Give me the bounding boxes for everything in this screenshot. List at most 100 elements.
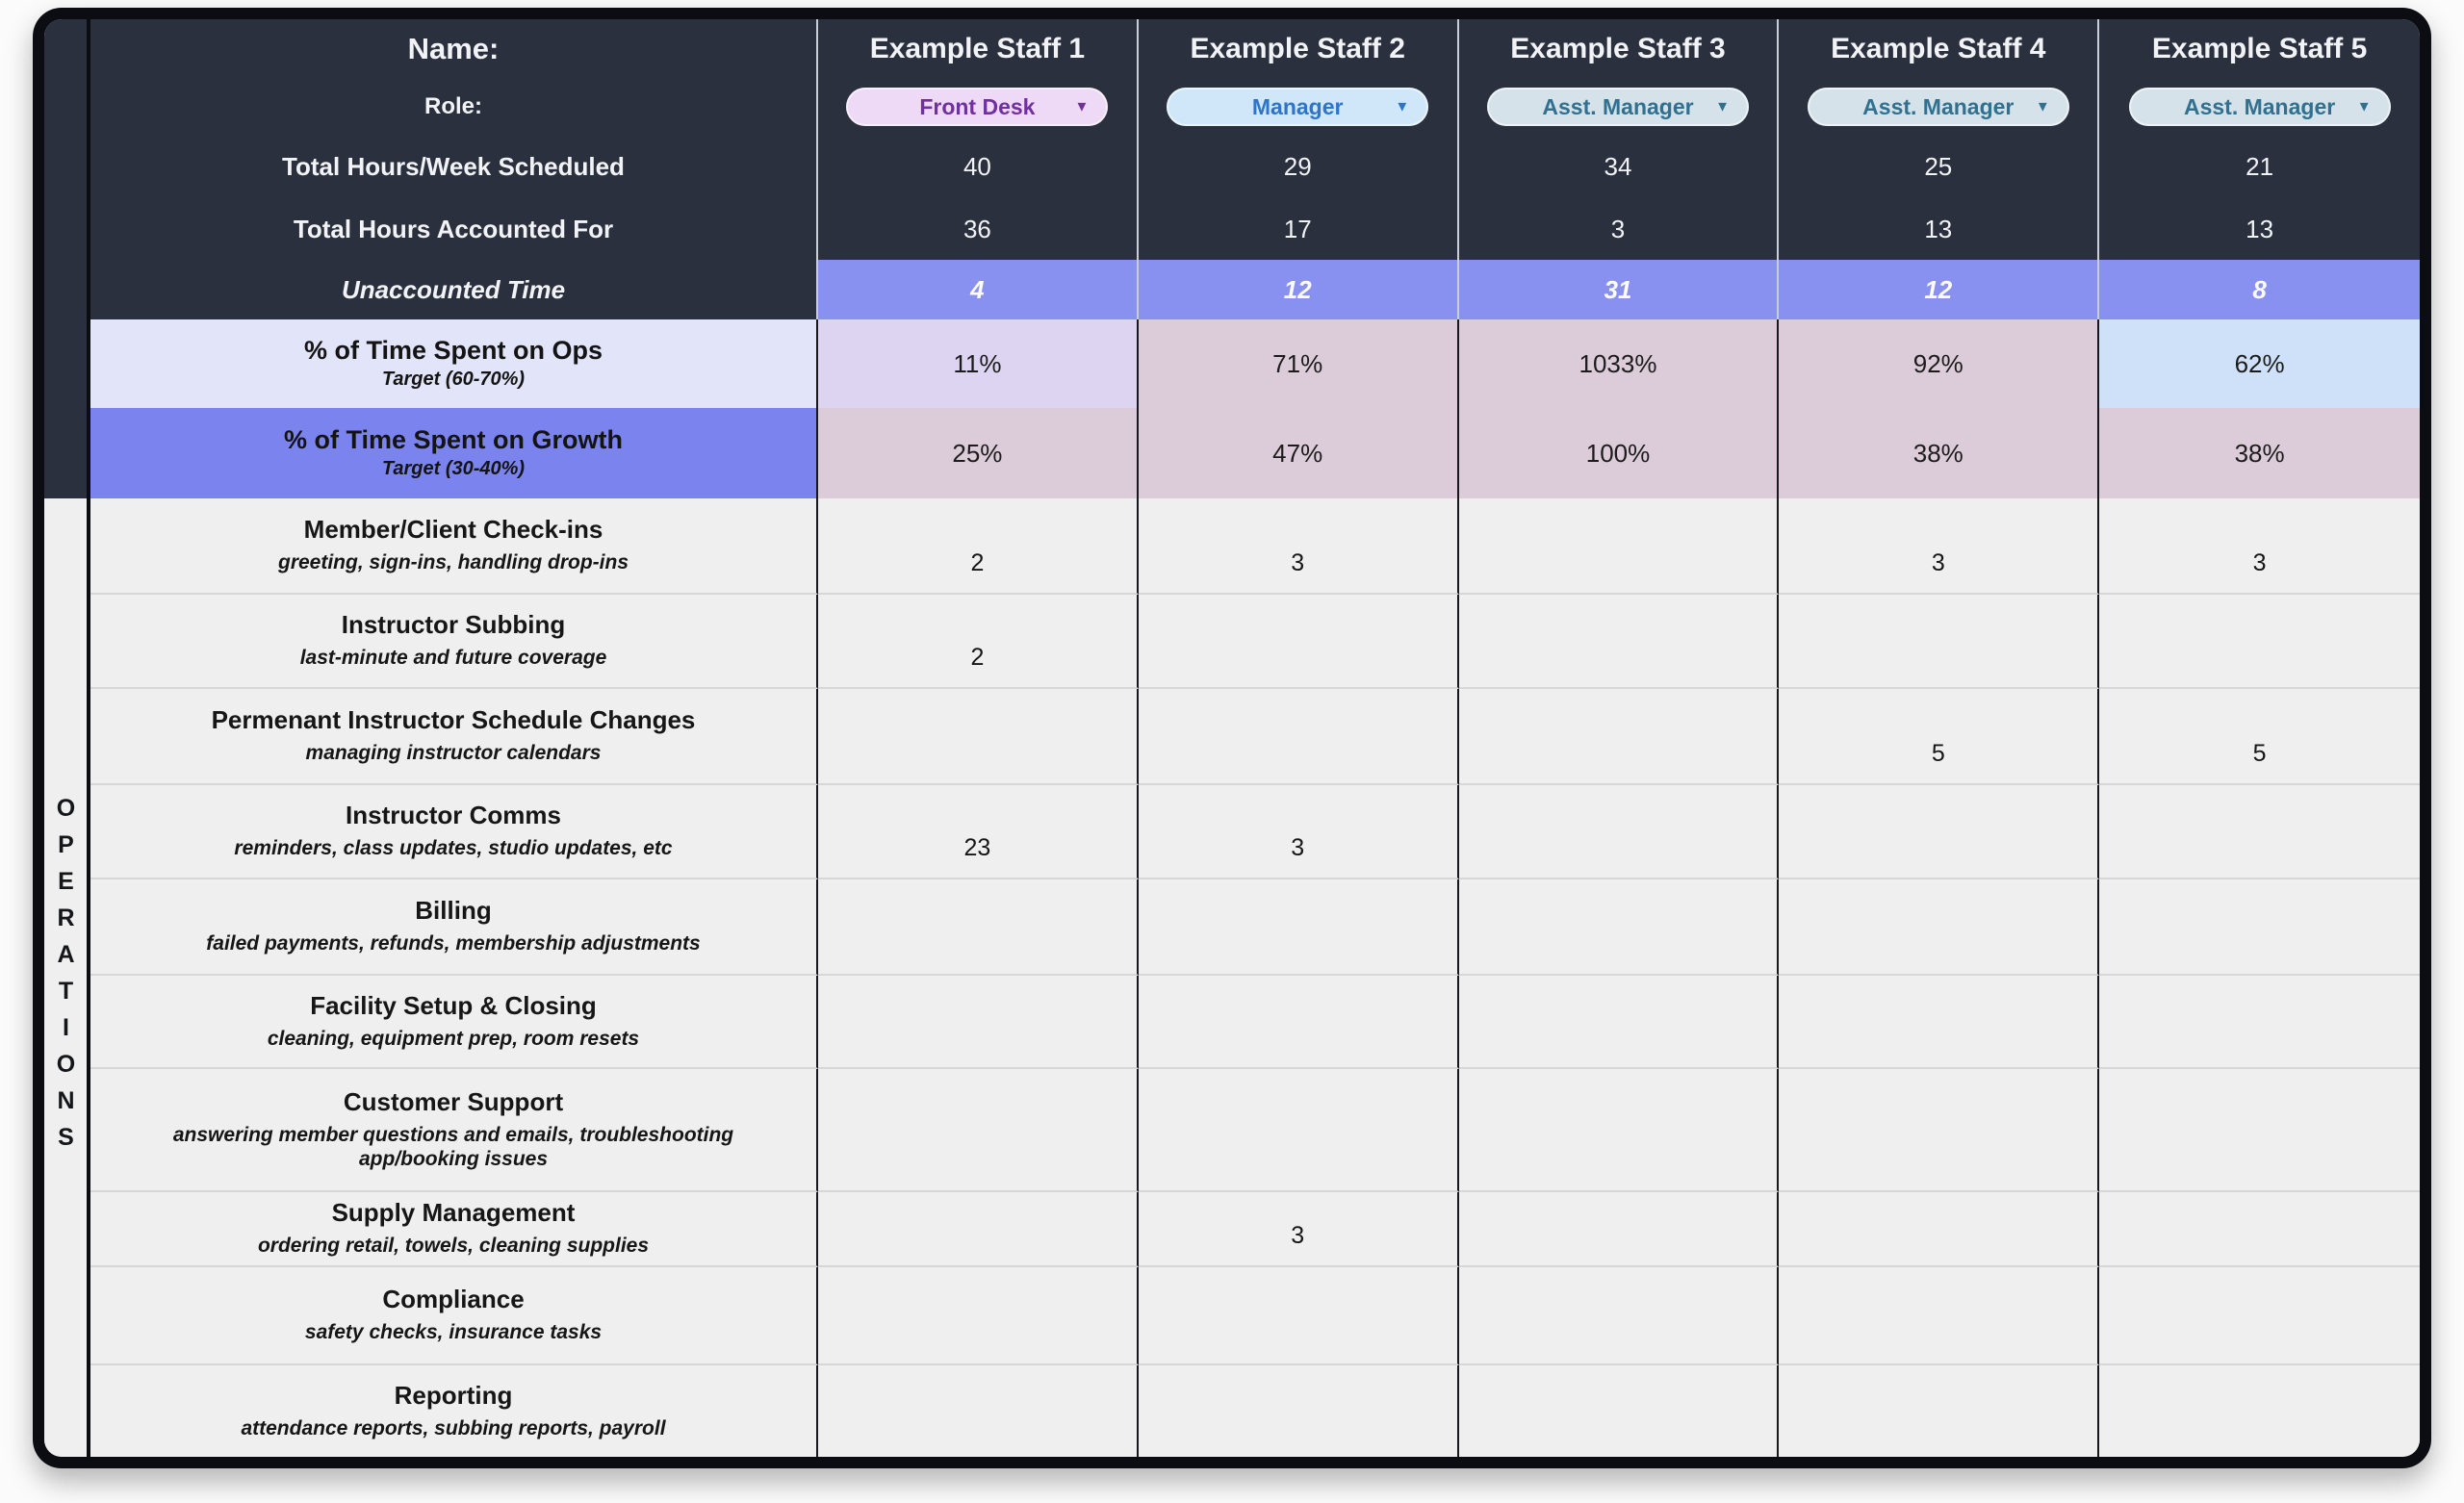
- growth-percent-cell[interactable]: 25%: [818, 408, 1139, 498]
- task-value-cell[interactable]: [818, 976, 1139, 1069]
- growth-percent-cell[interactable]: 38%: [2099, 408, 2420, 498]
- task-subtitle: managing instructor calendars: [305, 742, 602, 765]
- role-pill-label: Asst. Manager: [1862, 93, 2015, 119]
- task-row-label: Customer Support answering member questi…: [90, 1069, 818, 1192]
- staff-name-header[interactable]: Example Staff 1: [818, 19, 1139, 79]
- unaccounted-time-cell[interactable]: 8: [2099, 260, 2420, 319]
- task-value-cell[interactable]: [2099, 785, 2420, 879]
- role-pill-label: Asst. Manager: [2183, 93, 2336, 119]
- task-value-cell[interactable]: [818, 1192, 1139, 1267]
- role-dropdown-front-desk[interactable]: Front Desk ▼: [846, 88, 1109, 126]
- task-value-cell[interactable]: [1458, 595, 1780, 689]
- task-value-cell[interactable]: [1458, 879, 1780, 976]
- ops-percent-title: % of Time Spent on Ops: [303, 335, 603, 365]
- task-value-cell[interactable]: [1138, 595, 1459, 689]
- growth-percent-row-label: % of Time Spent on Growth Target (30-40%…: [90, 408, 818, 498]
- task-value-cell[interactable]: 2: [818, 595, 1139, 689]
- task-value-cell[interactable]: [1779, 785, 2100, 879]
- task-value-cell[interactable]: [1138, 879, 1459, 976]
- task-value-cell[interactable]: [1138, 976, 1459, 1069]
- accounted-hours-cell[interactable]: 17: [1138, 198, 1459, 260]
- ops-percent-cell[interactable]: 11%: [818, 319, 1139, 408]
- task-value-cell[interactable]: [1779, 1069, 2100, 1192]
- task-value-cell[interactable]: [1458, 976, 1780, 1069]
- task-value-cell[interactable]: 3: [2099, 498, 2420, 595]
- task-value-cell[interactable]: [1779, 879, 2100, 976]
- task-value-cell[interactable]: [2099, 879, 2420, 976]
- task-value-cell[interactable]: [1458, 498, 1780, 595]
- task-value-cell[interactable]: [1138, 1069, 1459, 1192]
- growth-percent-cell[interactable]: 38%: [1779, 408, 2100, 498]
- task-value-cell[interactable]: [1458, 1267, 1780, 1365]
- task-value-cell[interactable]: [1138, 1365, 1459, 1457]
- task-value-cell[interactable]: [818, 879, 1139, 976]
- task-value-cell[interactable]: 5: [2099, 689, 2420, 785]
- task-value-cell[interactable]: [818, 1267, 1139, 1365]
- ops-percent-row-label: % of Time Spent on Ops Target (60-70%): [90, 319, 818, 408]
- ops-percent-cell[interactable]: 71%: [1138, 319, 1459, 408]
- task-value-cell[interactable]: [1458, 785, 1780, 879]
- scheduled-hours-cell[interactable]: 40: [818, 135, 1139, 198]
- task-value-cell[interactable]: [1779, 595, 2100, 689]
- dropdown-arrow-icon: ▼: [1715, 98, 1730, 115]
- role-row-label: Role:: [90, 79, 818, 135]
- task-value-cell[interactable]: 5: [1779, 689, 2100, 785]
- task-value-cell[interactable]: [1779, 976, 2100, 1069]
- task-value-cell[interactable]: 3: [1138, 1192, 1459, 1267]
- role-dropdown-asst-manager[interactable]: Asst. Manager ▼: [2128, 88, 2391, 126]
- task-subtitle: failed payments, refunds, membership adj…: [206, 932, 701, 955]
- task-value-cell[interactable]: [2099, 1192, 2420, 1267]
- task-value-cell[interactable]: [1779, 1192, 2100, 1267]
- task-value-cell[interactable]: [818, 689, 1139, 785]
- task-value-cell[interactable]: [2099, 595, 2420, 689]
- task-value-cell[interactable]: 23: [818, 785, 1139, 879]
- task-value-cell[interactable]: [1138, 1267, 1459, 1365]
- task-value-cell[interactable]: [1138, 689, 1459, 785]
- staff-name-header[interactable]: Example Staff 4: [1779, 19, 2100, 79]
- role-dropdown-asst-manager[interactable]: Asst. Manager ▼: [1486, 88, 1749, 126]
- ops-percent-cell[interactable]: 62%: [2099, 319, 2420, 408]
- staff-name-header[interactable]: Example Staff 5: [2099, 19, 2420, 79]
- task-value-cell[interactable]: [2099, 976, 2420, 1069]
- role-dropdown-asst-manager[interactable]: Asst. Manager ▼: [1807, 88, 2069, 126]
- task-value-cell[interactable]: 3: [1138, 498, 1459, 595]
- task-value-cell[interactable]: [1458, 1365, 1780, 1457]
- unaccounted-time-cell[interactable]: 31: [1458, 260, 1780, 319]
- task-value-cell[interactable]: [818, 1365, 1139, 1457]
- unaccounted-time-cell[interactable]: 4: [818, 260, 1139, 319]
- task-value-cell[interactable]: [1779, 1267, 2100, 1365]
- scheduled-hours-cell[interactable]: 34: [1458, 135, 1780, 198]
- scheduled-hours-cell[interactable]: 29: [1138, 135, 1459, 198]
- task-value-cell[interactable]: [2099, 1365, 2420, 1457]
- task-value-cell[interactable]: [1458, 1069, 1780, 1192]
- accounted-hours-cell[interactable]: 36: [818, 198, 1139, 260]
- scheduled-hours-cell[interactable]: 21: [2099, 135, 2420, 198]
- dropdown-arrow-icon: ▼: [2035, 98, 2050, 115]
- role-dropdown-manager[interactable]: Manager ▼: [1167, 88, 1429, 126]
- ops-percent-cell[interactable]: 92%: [1779, 319, 2100, 408]
- task-value-cell[interactable]: [2099, 1069, 2420, 1192]
- ops-percent-cell[interactable]: 1033%: [1458, 319, 1780, 408]
- growth-percent-title: % of Time Spent on Growth: [283, 424, 623, 454]
- task-value-cell[interactable]: [818, 1069, 1139, 1192]
- scheduled-hours-cell[interactable]: 25: [1779, 135, 2100, 198]
- task-subtitle: last-minute and future coverage: [299, 647, 607, 670]
- growth-percent-cell[interactable]: 100%: [1458, 408, 1780, 498]
- staff-name-header[interactable]: Example Staff 2: [1138, 19, 1459, 79]
- accounted-hours-cell[interactable]: 13: [2099, 198, 2420, 260]
- task-value-cell[interactable]: 2: [818, 498, 1139, 595]
- task-value-cell[interactable]: [1458, 689, 1780, 785]
- unaccounted-time-cell[interactable]: 12: [1138, 260, 1459, 319]
- accounted-hours-cell[interactable]: 13: [1779, 198, 2100, 260]
- task-subtitle: reminders, class updates, studio updates…: [234, 837, 673, 860]
- task-value-cell[interactable]: 3: [1779, 498, 2100, 595]
- task-value-cell[interactable]: 3: [1138, 785, 1459, 879]
- accounted-hours-cell[interactable]: 3: [1458, 198, 1780, 260]
- staff-name-header[interactable]: Example Staff 3: [1458, 19, 1780, 79]
- unaccounted-time-cell[interactable]: 12: [1779, 260, 2100, 319]
- task-value-cell[interactable]: [2099, 1267, 2420, 1365]
- task-value-cell[interactable]: [1779, 1365, 2100, 1457]
- growth-percent-cell[interactable]: 47%: [1138, 408, 1459, 498]
- task-subtitle: ordering retail, towels, cleaning suppli…: [257, 1235, 650, 1258]
- task-value-cell[interactable]: [1458, 1192, 1780, 1267]
